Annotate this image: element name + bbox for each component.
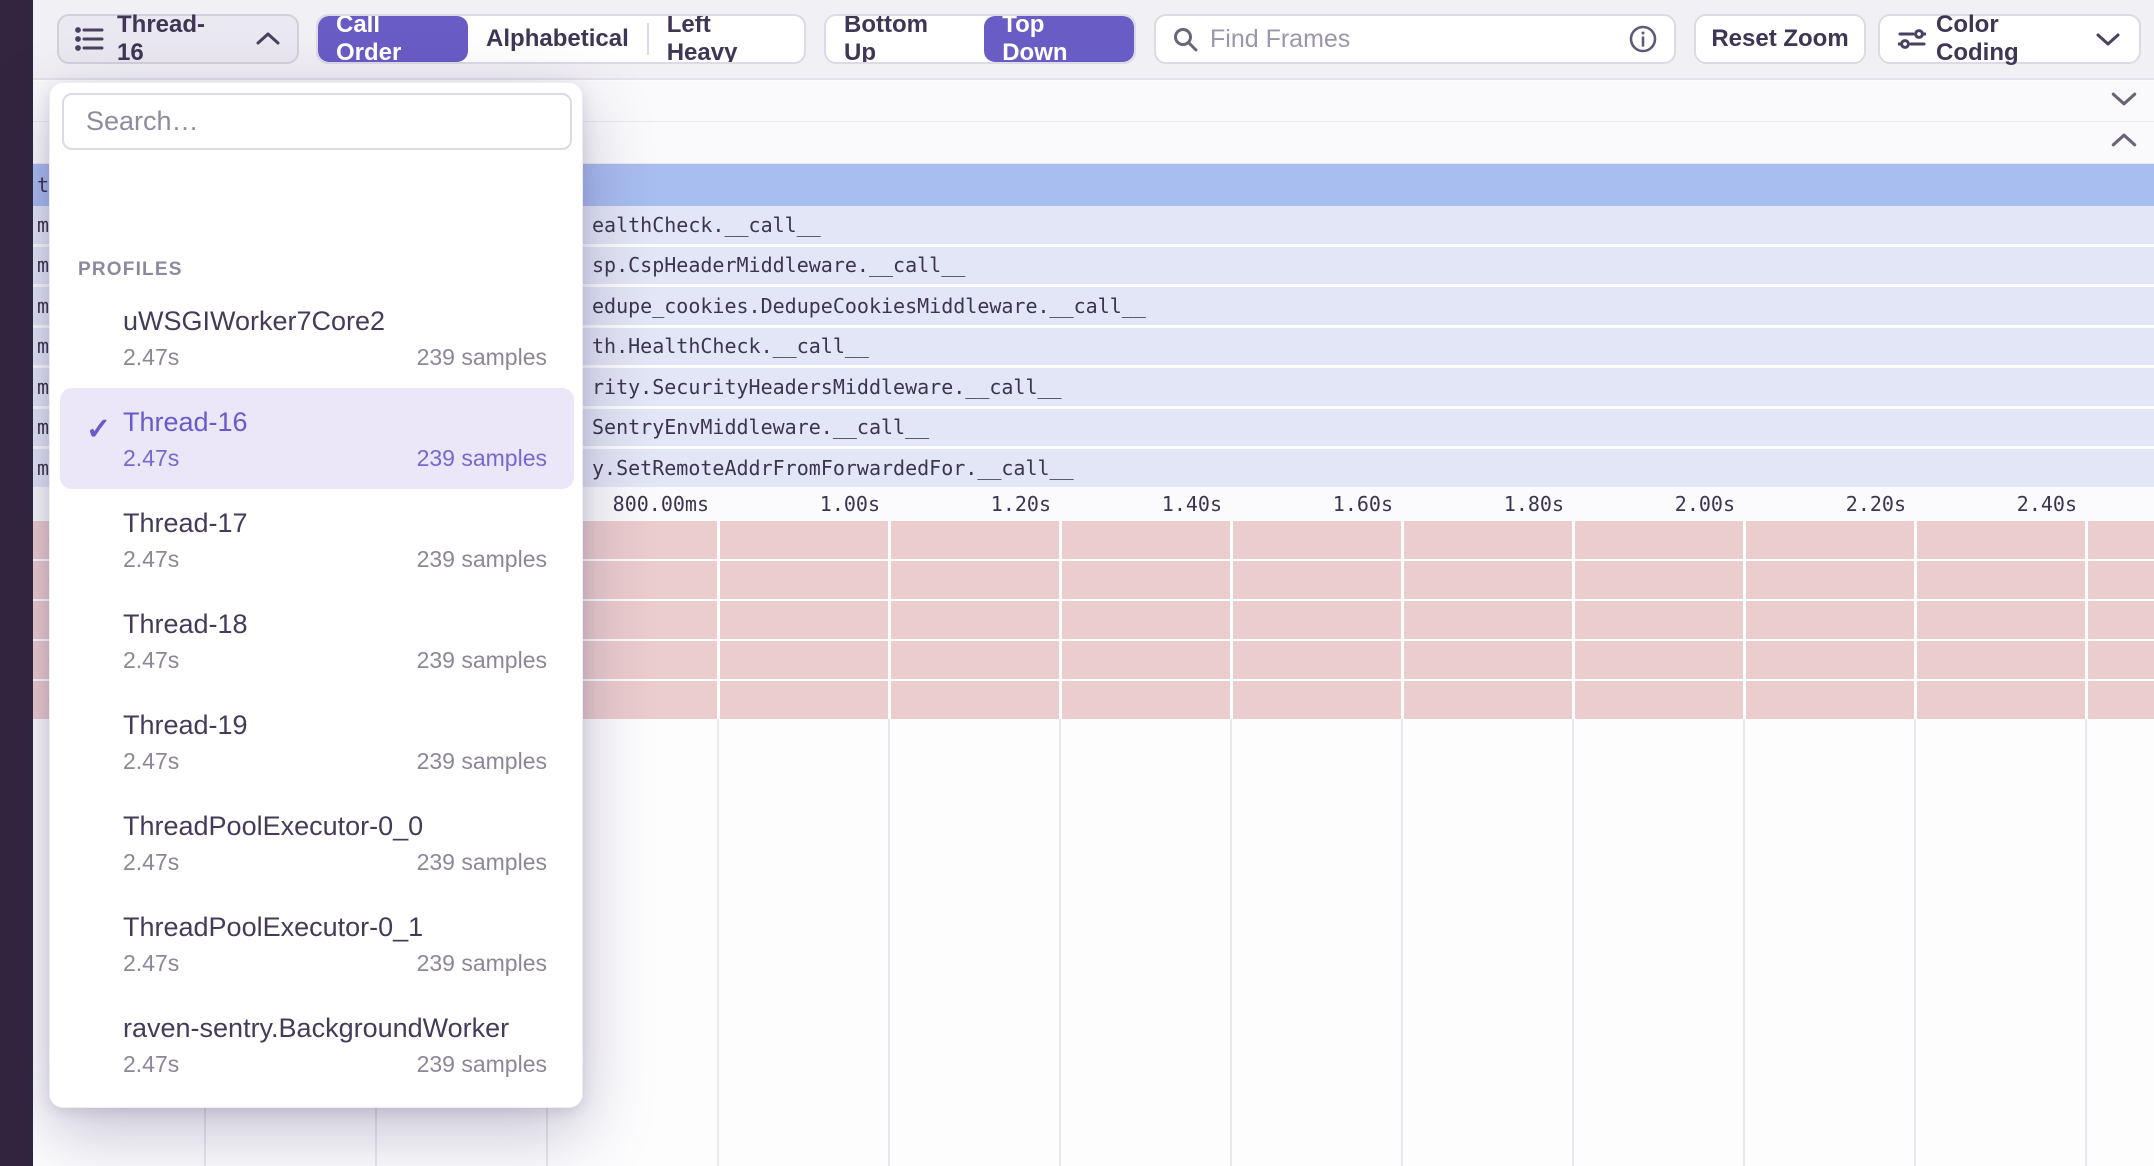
frame-label: y.SetRemoteAddrFromForwardedFor.__call__ — [592, 455, 1074, 480]
gridline — [1230, 719, 1232, 1166]
checkmark-icon: ✓ — [86, 413, 112, 446]
gridline — [2085, 719, 2087, 1166]
gridline — [1401, 719, 1403, 1166]
gridline — [717, 719, 719, 1166]
tab-bottom-up[interactable]: Bottom Up — [844, 14, 928, 64]
profiles-dropdown-panel: PROFILES ✓ uWSGIWorker7Core2 2.47s 239 samp… — [49, 82, 583, 1108]
toolbar: Thread-16 Call Order Alphabetical Left H… — [33, 0, 2154, 80]
tab-left-heavy[interactable]: Left Heavy — [666, 14, 738, 64]
time-tick-label: 1.20s — [990, 491, 1051, 516]
frame-label: ealthCheck.__call__ — [592, 212, 821, 237]
frame-edge-char: m — [37, 212, 50, 237]
thread-selector-label: Thread-16 — [117, 11, 206, 66]
direction-segmented-control: Bottom Up Top Down — [824, 14, 1136, 64]
profile-duration: 2.47s — [123, 444, 180, 471]
profile-name: raven-sentry.BackgroundWorker — [123, 1012, 510, 1043]
profile-name: ThreadPoolExecutor-0_0 — [123, 810, 424, 841]
frame-label: rity.SecurityHeadersMiddleware.__call__ — [592, 374, 1062, 399]
profile-duration: 2.47s — [123, 343, 180, 370]
profile-name: Thread-17 — [123, 507, 248, 538]
tab-call-order[interactable]: Call Order — [318, 16, 469, 62]
find-frames-placeholder: Find Frames — [1210, 24, 1351, 53]
sort-order-segmented-control: Call Order Alphabetical Left Heavy — [316, 14, 806, 64]
profile-duration: 2.47s — [123, 1050, 180, 1077]
profiles-section-label: PROFILES — [78, 259, 183, 280]
profile-name: Thread-16 — [123, 406, 248, 437]
gridline — [888, 719, 890, 1166]
frame-label: edupe_cookies.DedupeCookiesMiddleware.__… — [592, 293, 1146, 318]
time-tick-label: 1.40s — [1161, 491, 1222, 516]
profile-duration: 2.47s — [123, 747, 180, 774]
list-icon — [75, 26, 105, 52]
time-tick-label: 1.00s — [819, 491, 880, 516]
frame-edge-char: m — [37, 374, 50, 399]
profile-name: Thread-19 — [123, 709, 248, 740]
frame-edge-char: t — [37, 173, 50, 197]
color-coding-button[interactable]: Color Coding — [1878, 11, 2141, 66]
profile-samples: 239 samples — [416, 747, 547, 774]
profile-samples: 239 samples — [416, 1050, 547, 1077]
tab-alphabetical[interactable]: Alphabetical — [486, 25, 629, 52]
gridline — [1914, 719, 1916, 1166]
time-tick-label: 2.40s — [2016, 491, 2077, 516]
left-sidebar-strip — [0, 0, 33, 1166]
frame-label: SentryEnvMiddleware.__call__ — [592, 415, 930, 440]
profile-name: Thread-18 — [123, 608, 248, 639]
profile-samples: 239 samples — [416, 848, 547, 875]
find-frames-search[interactable]: Find Frames — [1154, 14, 1676, 64]
profile-name: ThreadPoolExecutor-0_1 — [123, 911, 424, 942]
time-tick-label: 800.00ms — [612, 491, 709, 516]
frame-edge-char: m — [37, 415, 50, 440]
time-tick-label: 2.00s — [1674, 491, 1735, 516]
gridline — [1059, 719, 1061, 1166]
color-coding-label: Color Coding — [1936, 11, 2019, 66]
frame-label: sp.CspHeaderMiddleware.__call__ — [592, 253, 966, 278]
segment-divider — [646, 23, 649, 55]
profile-samples: 239 samples — [416, 545, 547, 572]
sliders-icon — [1898, 27, 1926, 51]
profile-item[interactable]: ✓ Thread-16 2.47s 239 samples — [60, 388, 574, 489]
profile-samples: 239 samples — [416, 949, 547, 976]
gridline — [1743, 719, 1745, 1166]
search-icon — [1172, 26, 1198, 52]
gridline — [1572, 719, 1574, 1166]
chevron-down-icon[interactable] — [2110, 90, 2138, 112]
chevron-up-icon — [255, 31, 281, 47]
reset-zoom-button[interactable]: Reset Zoom — [1694, 14, 1866, 64]
frame-edge-char: m — [37, 293, 50, 318]
frame-edge-char: m — [37, 334, 50, 359]
chevron-up-icon[interactable] — [2110, 132, 2138, 154]
profiles-search-input[interactable] — [62, 93, 572, 150]
profile-samples: 239 samples — [416, 646, 547, 673]
profile-duration: 2.47s — [123, 848, 180, 875]
profile-duration: 2.47s — [123, 646, 180, 673]
time-tick-label: 2.20s — [1845, 491, 1906, 516]
info-icon[interactable] — [1628, 24, 1658, 54]
chevron-down-icon — [2095, 31, 2121, 47]
frame-label: th.HealthCheck.__call__ — [592, 334, 869, 359]
profile-samples: 239 samples — [416, 343, 547, 370]
thread-selector-button[interactable]: Thread-16 — [57, 11, 299, 66]
time-tick-label: 1.80s — [1503, 491, 1564, 516]
profile-name: uWSGIWorker7Core2 — [123, 305, 386, 336]
profile-duration: 2.47s — [123, 949, 180, 976]
profile-duration: 2.47s — [123, 545, 180, 572]
frame-edge-char: m — [37, 253, 50, 278]
time-tick-label: 1.60s — [1332, 491, 1393, 516]
tab-top-down[interactable]: Top Down — [984, 16, 1134, 62]
frame-edge-char: m — [37, 455, 50, 480]
profile-samples: 239 samples — [416, 444, 547, 471]
